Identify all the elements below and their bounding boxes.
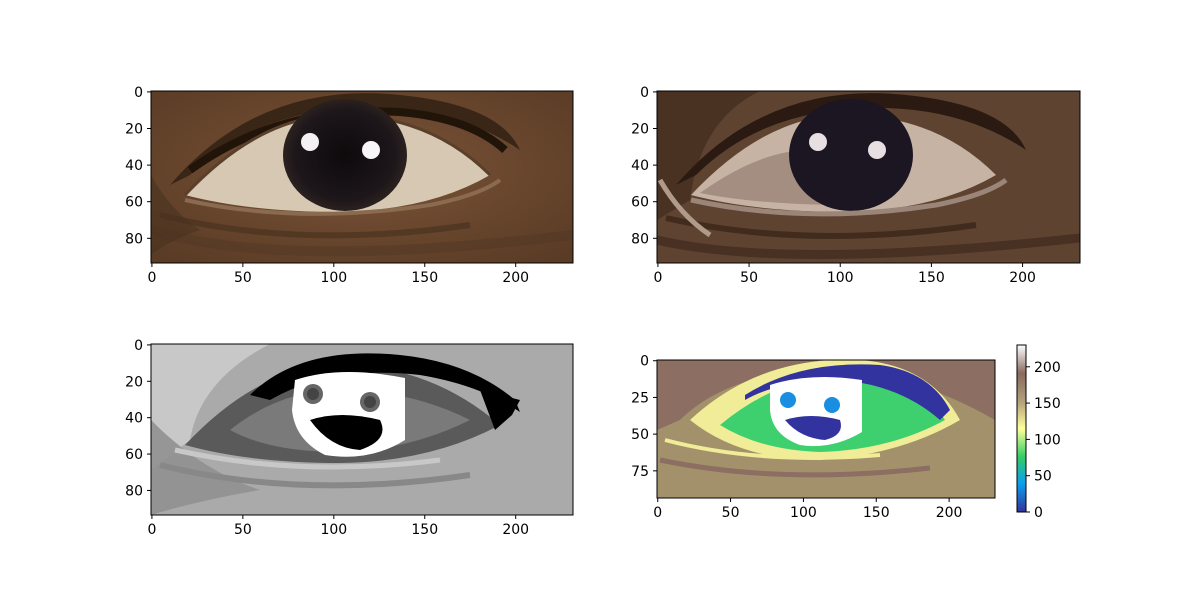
eye-image-original (151, 91, 573, 263)
panel-gray (150, 343, 574, 516)
x-tick-label: 200 (1009, 270, 1036, 286)
y-tick-label: 50 (631, 427, 649, 443)
x-tick-label: 50 (740, 270, 758, 286)
y-tick-label: 60 (125, 195, 143, 211)
y-tick-label: 40 (125, 411, 143, 427)
x-tick-label: 100 (320, 522, 347, 538)
x-tick-label: 200 (502, 270, 529, 286)
x-tick-label: 150 (411, 522, 438, 538)
colorbar-tick-label: 200 (1034, 360, 1061, 376)
x-tick-label: 200 (502, 522, 529, 538)
colorbar-tick-label: 150 (1034, 396, 1061, 412)
x-tick-label: 100 (827, 270, 854, 286)
x-tick-label: 50 (722, 505, 740, 521)
x-tick-label: 0 (653, 505, 662, 521)
y-tick-label: 60 (125, 447, 143, 463)
panel-original (150, 90, 574, 264)
y-tick-label: 0 (134, 338, 143, 354)
y-tick-label: 20 (125, 374, 143, 390)
x-tick-label: 0 (147, 270, 156, 286)
y-tick-label: 0 (134, 85, 143, 101)
x-tick-label: 0 (653, 270, 662, 286)
x-tick-label: 150 (918, 270, 945, 286)
y-tick-label: 0 (640, 354, 649, 370)
y-tick-label: 60 (631, 195, 649, 211)
panel-terrain (656, 359, 996, 499)
eye-image-terrain (657, 360, 995, 498)
eye-image-gray (151, 344, 573, 515)
y-tick-label: 80 (125, 231, 143, 247)
y-tick-label: 40 (125, 158, 143, 174)
colorbar-tick-label: 50 (1034, 469, 1052, 485)
x-tick-label: 150 (411, 270, 438, 286)
y-tick-label: 20 (125, 122, 143, 138)
y-tick-label: 80 (125, 483, 143, 499)
x-tick-label: 100 (790, 505, 817, 521)
colorbar-tick-label: 100 (1034, 432, 1061, 448)
colorbar-gradient (1017, 345, 1026, 512)
x-tick-label: 150 (863, 505, 890, 521)
eye-image-posterized (657, 91, 1080, 263)
panel-posterized (656, 90, 1081, 264)
y-tick-label: 80 (631, 231, 649, 247)
x-tick-label: 50 (234, 270, 252, 286)
y-tick-label: 25 (631, 390, 649, 406)
y-tick-label: 20 (631, 122, 649, 138)
x-tick-label: 200 (936, 505, 963, 521)
y-tick-label: 0 (640, 85, 649, 101)
x-tick-label: 0 (147, 522, 156, 538)
y-tick-label: 40 (631, 158, 649, 174)
colorbar (1016, 344, 1027, 513)
colorbar-tick-label: 0 (1034, 505, 1043, 521)
y-tick-label: 75 (631, 464, 649, 480)
x-tick-label: 50 (234, 522, 252, 538)
x-tick-label: 100 (320, 270, 347, 286)
